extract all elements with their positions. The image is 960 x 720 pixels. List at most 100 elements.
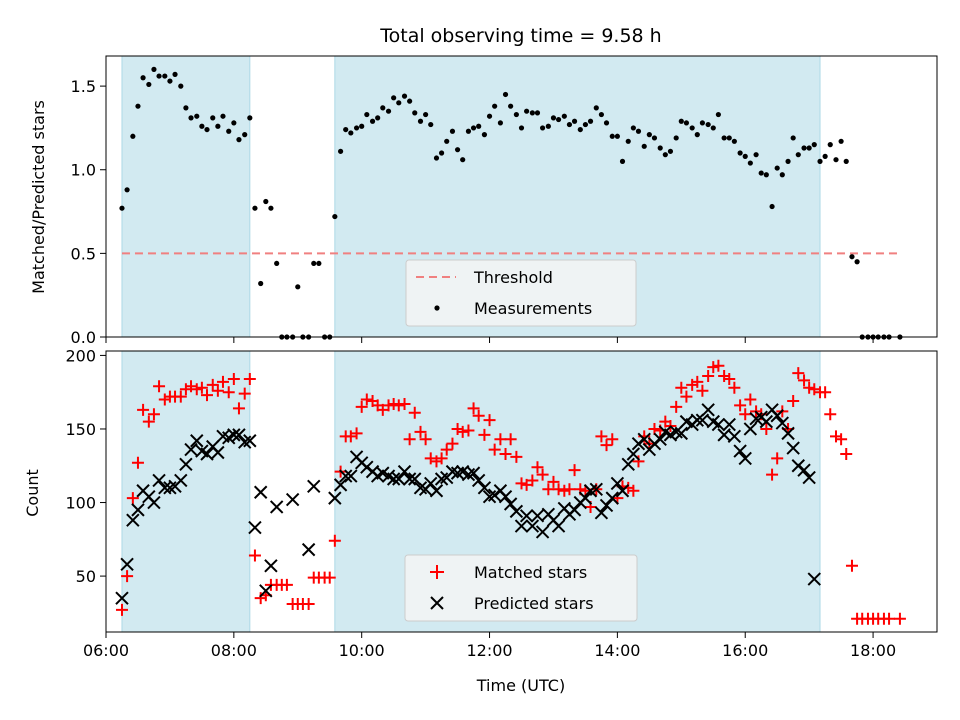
matched-stars-point (472, 409, 485, 422)
matched-stars-point (718, 370, 731, 383)
predicted-stars-point (786, 441, 800, 455)
measurements-point (747, 160, 753, 166)
predicted-stars-point (328, 491, 342, 505)
measurements-point (353, 125, 360, 131)
measurements-point (667, 148, 674, 154)
matched-stars-point (494, 433, 507, 446)
measurements-point (343, 126, 349, 133)
predicted-stars-point (259, 584, 273, 598)
matched-stars-point (216, 375, 229, 388)
measurements-point (774, 165, 780, 171)
measurements-point (763, 172, 769, 178)
x-tick-label: 16:00 (722, 641, 768, 660)
measurements-point (795, 152, 801, 158)
measurements-point (385, 108, 392, 114)
measurements-point (678, 118, 684, 124)
measurements-point (268, 205, 274, 211)
measurements-point (566, 121, 573, 128)
predicted-stars-point (120, 557, 134, 572)
matched-stars-point (803, 381, 816, 394)
predicted-stars-point (461, 467, 476, 482)
matched-stars-point (531, 461, 544, 474)
measurements-point (337, 148, 344, 154)
measurements-point (524, 108, 530, 114)
predicted-stars-point (599, 498, 614, 513)
count-markers (116, 360, 906, 625)
y-tick-label: 1.0 (71, 161, 96, 180)
measurements-point (582, 121, 589, 128)
matched-stars-point (174, 390, 187, 403)
matched-stars-point (734, 399, 747, 412)
predicted-stars-point (802, 470, 816, 485)
predicted-stars-point (519, 509, 534, 523)
ratio-plot-frame (105, 55, 938, 338)
matched-stars-point (328, 534, 341, 547)
measurements-point (172, 71, 178, 77)
count-legend-box (404, 554, 638, 622)
measurements-point (433, 155, 440, 161)
matched-stars-point (360, 393, 373, 406)
count-x-ticks: 06:00 08:00 10:00 12:00 14:00 16:00 18:00 (83, 632, 896, 660)
x-tick-label: 10:00 (339, 641, 385, 660)
measurements-point (737, 150, 743, 156)
count-legend: Matched stars Predicted stars (404, 554, 638, 622)
matched-stars-point (398, 397, 411, 410)
ratio-y-axis-label: Matched/Predicted stars (29, 100, 48, 294)
matched-stars-point (243, 372, 256, 385)
matched-stars-point (824, 408, 837, 421)
measurements-point (753, 152, 759, 158)
matched-stars-point (552, 483, 565, 496)
measurements-point (258, 280, 264, 287)
measurements-point (822, 153, 828, 159)
matched-stars-point (137, 403, 150, 416)
matched-stars-point (712, 359, 725, 372)
measurements-point (801, 145, 807, 151)
matched-stars-point (280, 578, 293, 591)
predicted-stars-point (184, 442, 198, 457)
x-tick-label: 14:00 (594, 641, 640, 660)
predicted-stars-point (408, 472, 422, 486)
measurements-point (332, 213, 338, 220)
matched-stars-point (147, 408, 160, 421)
matched-stars-point (483, 414, 496, 427)
predicted-stars-point (397, 464, 412, 479)
predicted-stars-point (637, 432, 651, 446)
measurements-point (417, 118, 424, 124)
measurements-point (449, 128, 456, 134)
predicted-stars-point (605, 491, 619, 505)
measurements-point (529, 110, 535, 116)
measurements-point (151, 66, 157, 72)
y-tick-label: 100 (65, 494, 96, 513)
predicted-stars-point (509, 504, 524, 519)
measurements-point (124, 187, 130, 193)
measurements-point (428, 121, 434, 128)
predicted-stars-point (674, 426, 689, 441)
measurements-point (199, 123, 205, 129)
measurements-point (854, 259, 860, 265)
measurements-point (486, 113, 493, 119)
measurements-point (481, 132, 488, 138)
matched-stars-point (206, 378, 219, 391)
measurements-point (194, 113, 200, 119)
predicted-stars-point (589, 482, 603, 497)
measurements-point (721, 135, 727, 141)
predicted-stars-point (626, 447, 641, 461)
predicted-stars-point (386, 472, 401, 486)
matched-stars-point (835, 433, 848, 446)
matched-stars-point (627, 484, 640, 497)
measurements-point (561, 113, 567, 119)
matched-stars-point (819, 386, 832, 399)
matched-stars-point (760, 422, 773, 435)
predicted-stars-point (339, 469, 353, 483)
matched-stars-point (451, 422, 464, 435)
predicted-stars-point (567, 503, 582, 517)
measurements-point (641, 143, 647, 149)
predicted-stars-point (301, 542, 316, 557)
measurements-point (497, 120, 504, 126)
predicted-stars-point (770, 409, 784, 423)
matched-stars-point (798, 374, 811, 387)
predicted-stars-point (163, 481, 177, 495)
predicted-stars-point (248, 520, 262, 535)
predicted-stars-point (797, 463, 811, 477)
predicted-stars-point (653, 432, 667, 446)
